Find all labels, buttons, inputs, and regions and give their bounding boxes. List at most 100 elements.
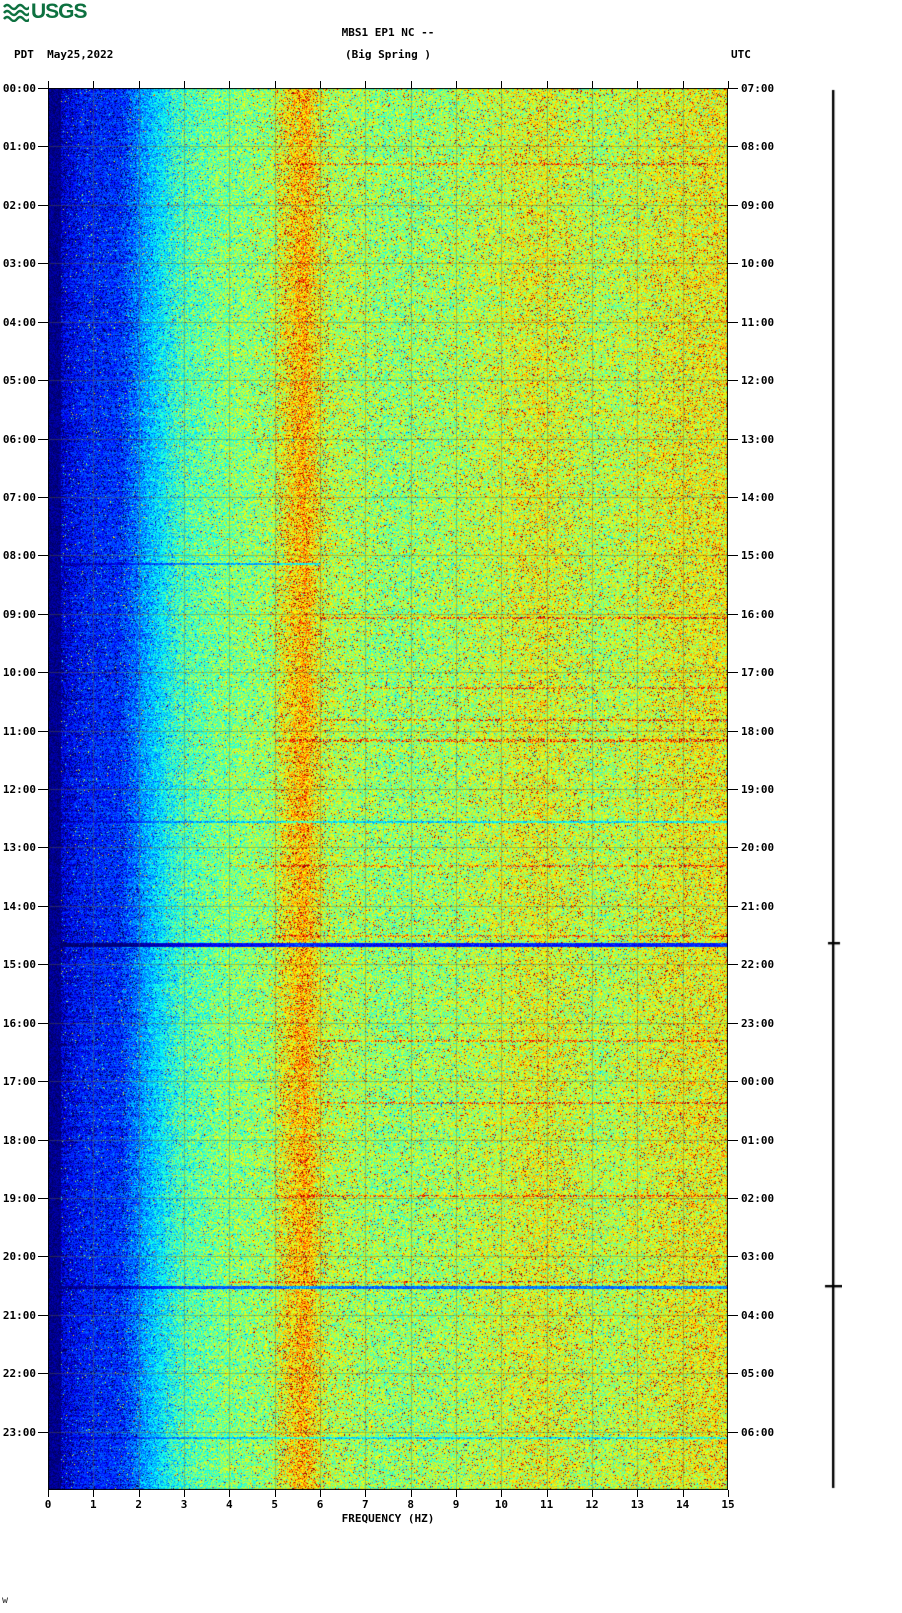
freq-tick-bottom: [728, 1490, 729, 1497]
left-time-label: 16:00: [0, 1018, 36, 1029]
right-time-label: 16:00: [741, 609, 785, 620]
right-time-label: 11:00: [741, 317, 785, 328]
left-time-label: 07:00: [0, 492, 36, 503]
left-time-label: 15:00: [0, 959, 36, 970]
left-time-label: 05:00: [0, 375, 36, 386]
right-time-label: 15:00: [741, 550, 785, 561]
right-time-label: 06:00: [741, 1427, 785, 1438]
right-hour-tick: [728, 847, 738, 848]
freq-tick-label: 3: [171, 1499, 197, 1510]
spectrogram-heatmap: [48, 88, 728, 1490]
right-time-label: 02:00: [741, 1193, 785, 1204]
left-time-label: 06:00: [0, 434, 36, 445]
freq-tick-top: [547, 81, 548, 88]
left-time-label: 01:00: [0, 141, 36, 152]
freq-tick-label: 1: [80, 1499, 106, 1510]
freq-tick-bottom: [411, 1490, 412, 1497]
freq-tick-bottom: [93, 1490, 94, 1497]
right-hour-tick: [728, 789, 738, 790]
right-time-label: 22:00: [741, 959, 785, 970]
right-hour-tick: [728, 205, 738, 206]
freq-tick-label: 5: [262, 1499, 288, 1510]
freq-tick-bottom: [139, 1490, 140, 1497]
right-time-label: 10:00: [741, 258, 785, 269]
freq-tick-bottom: [456, 1490, 457, 1497]
right-hour-tick: [728, 906, 738, 907]
freq-tick-bottom: [48, 1490, 49, 1497]
right-hour-tick: [728, 439, 738, 440]
freq-tick-bottom: [184, 1490, 185, 1497]
right-hour-tick: [728, 1140, 738, 1141]
right-time-label: 05:00: [741, 1368, 785, 1379]
freq-tick-label: 13: [624, 1499, 650, 1510]
freq-tick-label: 6: [307, 1499, 333, 1510]
station-title: MBS1 EP1 NC --: [48, 26, 728, 39]
left-time-label: 23:00: [0, 1427, 36, 1438]
right-time-label: 09:00: [741, 200, 785, 211]
right-time-label: 23:00: [741, 1018, 785, 1029]
right-hour-tick: [728, 1198, 738, 1199]
left-hour-tick: [38, 1198, 48, 1199]
freq-tick-bottom: [229, 1490, 230, 1497]
left-hour-tick: [38, 906, 48, 907]
freq-tick-label: 8: [398, 1499, 424, 1510]
spectrogram-page: USGS PDT May25,2022 MBS1 EP1 NC -- (Big …: [0, 0, 902, 1613]
left-hour-tick: [38, 88, 48, 89]
freq-tick-label: 2: [126, 1499, 152, 1510]
corner-artifact: w: [2, 1595, 8, 1606]
usgs-logo: USGS: [3, 0, 87, 24]
right-time-label: 04:00: [741, 1310, 785, 1321]
freq-tick-top: [637, 81, 638, 88]
right-hour-tick: [728, 614, 738, 615]
right-hour-tick: [728, 1081, 738, 1082]
left-hour-tick: [38, 439, 48, 440]
right-time-label: 17:00: [741, 667, 785, 678]
left-time-label: 14:00: [0, 901, 36, 912]
freq-tick-label: 10: [488, 1499, 514, 1510]
freq-tick-top: [411, 81, 412, 88]
right-time-label: 07:00: [741, 83, 785, 94]
right-hour-tick: [728, 497, 738, 498]
freq-tick-label: 9: [443, 1499, 469, 1510]
freq-tick-top: [184, 81, 185, 88]
freq-tick-bottom: [637, 1490, 638, 1497]
right-time-label: 19:00: [741, 784, 785, 795]
left-time-label: 00:00: [0, 83, 36, 94]
freq-tick-label: 7: [352, 1499, 378, 1510]
left-time-label: 21:00: [0, 1310, 36, 1321]
right-hour-tick: [728, 964, 738, 965]
left-time-label: 13:00: [0, 842, 36, 853]
left-hour-tick: [38, 1023, 48, 1024]
right-hour-tick: [728, 672, 738, 673]
left-time-label: 17:00: [0, 1076, 36, 1087]
right-hour-tick: [728, 1256, 738, 1257]
left-hour-tick: [38, 1315, 48, 1316]
right-hour-tick: [728, 322, 738, 323]
right-time-label: 18:00: [741, 726, 785, 737]
seismic-amplitude-trace: [824, 88, 842, 1490]
freq-tick-top: [501, 81, 502, 88]
right-time-label: 12:00: [741, 375, 785, 386]
freq-tick-top: [48, 81, 49, 88]
freq-tick-bottom: [275, 1490, 276, 1497]
left-hour-tick: [38, 1373, 48, 1374]
left-hour-tick: [38, 847, 48, 848]
left-hour-tick: [38, 497, 48, 498]
right-timezone-label: UTC: [731, 48, 751, 61]
freq-tick-bottom: [320, 1490, 321, 1497]
left-timezone-label: PDT: [14, 48, 34, 61]
left-time-label: 10:00: [0, 667, 36, 678]
freq-tick-top: [683, 81, 684, 88]
freq-tick-top: [229, 81, 230, 88]
left-time-label: 18:00: [0, 1135, 36, 1146]
usgs-wave-icon: [3, 2, 29, 22]
freq-tick-top: [365, 81, 366, 88]
left-hour-tick: [38, 1081, 48, 1082]
left-time-label: 03:00: [0, 258, 36, 269]
freq-tick-bottom: [365, 1490, 366, 1497]
right-time-label: 00:00: [741, 1076, 785, 1087]
left-hour-tick: [38, 205, 48, 206]
right-time-label: 21:00: [741, 901, 785, 912]
freq-tick-bottom: [592, 1490, 593, 1497]
left-hour-tick: [38, 1432, 48, 1433]
